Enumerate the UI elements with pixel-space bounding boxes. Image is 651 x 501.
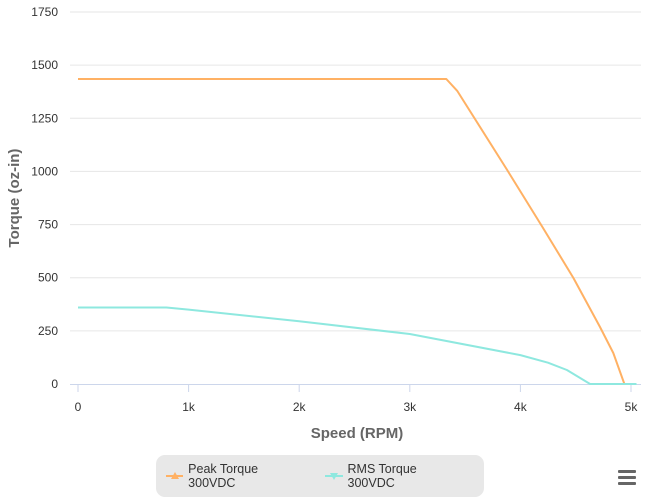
orange-triangle-marker-icon: [166, 472, 184, 479]
y-tick-label: 0: [51, 377, 58, 391]
series-line-rms: [78, 306, 637, 385]
legend-label: RMS Torque 300VDC: [347, 462, 417, 490]
y-tick-label: 1250: [31, 111, 58, 125]
x-tick-label: 2k: [293, 400, 307, 414]
series-line-peak: [78, 78, 637, 385]
chart-plot: 0 250 500 750 1000 1250 1500 1750 0 1k 2k 3k 4k 5k S…: [6, 5, 641, 442]
y-tick-label: 1500: [31, 58, 58, 72]
y-tick-label: 500: [38, 271, 58, 285]
teal-triangle-marker-icon: [325, 473, 343, 480]
legend: Peak Torque 300VDC RMS Torque 300VDC: [156, 455, 484, 497]
x-tick-label: 4k: [514, 400, 528, 414]
y-tick-label: 1750: [31, 5, 58, 19]
x-tick-label: 0: [75, 400, 82, 414]
y-tick-label: 250: [38, 324, 58, 338]
hamburger-menu-icon[interactable]: [618, 470, 636, 486]
legend-item-rms[interactable]: RMS Torque 300VDC: [325, 462, 462, 490]
y-tick-label: 750: [38, 218, 58, 232]
y-axis-title: Torque (oz-in): [6, 149, 23, 248]
x-tick-label: 1k: [182, 400, 196, 414]
x-axis-title: Speed (RPM): [311, 425, 404, 442]
legend-item-peak[interactable]: Peak Torque 300VDC: [166, 462, 303, 490]
legend-label: Peak Torque 300VDC: [188, 462, 259, 490]
y-tick-label: 1000: [31, 164, 58, 178]
x-tick-label: 3k: [403, 400, 417, 414]
x-tick-label: 5k: [625, 400, 639, 414]
